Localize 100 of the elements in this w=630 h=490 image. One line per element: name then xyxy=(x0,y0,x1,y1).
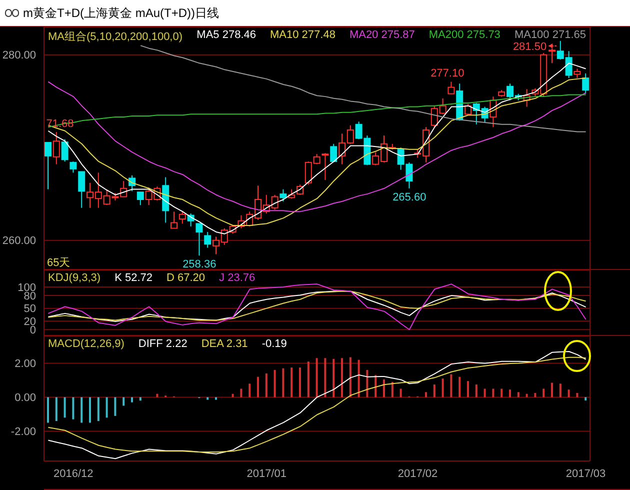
candlestick xyxy=(582,72,590,94)
annotation: -0.19 xyxy=(262,338,287,350)
y-tick-label: 0.00 xyxy=(14,392,36,404)
bar xyxy=(64,397,66,418)
candlestick xyxy=(448,81,455,94)
bar xyxy=(467,381,469,398)
text: DIFF 2.22 xyxy=(138,338,188,350)
y-tick-label: -2.00 xyxy=(10,426,36,438)
y-tick-label: 2.00 xyxy=(14,358,36,370)
bar xyxy=(534,392,536,398)
bar xyxy=(425,392,427,398)
bar xyxy=(568,390,570,398)
y-tick-label: 80 xyxy=(24,290,36,302)
bar xyxy=(248,384,251,398)
y-tick-label: 50 xyxy=(24,303,36,316)
bar xyxy=(106,397,108,418)
bar xyxy=(299,367,301,398)
bar xyxy=(450,374,452,398)
candlestick xyxy=(204,231,212,248)
annotation: 277.10 xyxy=(430,68,464,80)
bar xyxy=(114,397,116,416)
annotation: 265.60 xyxy=(392,191,426,204)
bar xyxy=(391,382,394,398)
candlestick xyxy=(322,152,329,181)
bar xyxy=(240,388,242,398)
x-tick-label: 2017/01 xyxy=(246,468,286,480)
bar xyxy=(509,390,511,398)
text: DEA 2.31 xyxy=(201,338,248,350)
bar xyxy=(433,384,436,398)
candlestick xyxy=(136,192,144,206)
legend-title: KDJ(9,3,3) xyxy=(48,272,101,284)
bar xyxy=(442,378,444,398)
bar xyxy=(257,376,259,398)
bar xyxy=(122,397,125,406)
text: MA10 277.48 xyxy=(270,29,336,41)
x-tick-label: 2017/03 xyxy=(566,468,606,480)
bar xyxy=(80,397,83,423)
bar xyxy=(316,358,318,398)
bar xyxy=(383,379,385,398)
annotation: 258.36 xyxy=(182,258,216,271)
y-tick-label: 260.00 xyxy=(2,235,36,248)
bar xyxy=(542,388,545,398)
bar xyxy=(366,370,368,398)
legend-title: MA组合(5,10,20,200,100,0) xyxy=(48,30,183,44)
bar xyxy=(559,384,562,398)
annotation: 65天 xyxy=(47,257,70,269)
bar xyxy=(341,358,343,398)
legend-title: MACD(12,26,9) xyxy=(48,338,124,350)
text: D 67.20 xyxy=(166,272,206,284)
candlestick xyxy=(280,188,287,202)
text: MA200 275.73 xyxy=(428,29,500,41)
bar xyxy=(475,384,478,398)
candlestick xyxy=(330,143,338,163)
candlestick xyxy=(170,211,178,229)
candlestick xyxy=(61,138,68,162)
bar xyxy=(290,367,293,398)
candlestick xyxy=(178,211,186,224)
bar xyxy=(584,397,587,400)
bar xyxy=(500,388,503,398)
bar xyxy=(517,392,520,398)
bar xyxy=(358,360,360,398)
bar xyxy=(215,397,217,400)
text: MA20 275.87 xyxy=(349,29,415,41)
bar xyxy=(97,397,100,422)
bar xyxy=(282,368,284,398)
bar xyxy=(492,388,494,398)
series-label: J 23.76 xyxy=(219,272,256,284)
bar xyxy=(72,397,74,420)
text: K 52.72 xyxy=(114,272,152,284)
bar xyxy=(206,397,209,400)
bar xyxy=(349,357,352,398)
bar xyxy=(274,370,276,398)
bar xyxy=(139,397,142,401)
y-tick-label: 0 xyxy=(30,324,36,337)
x-tick-label: 2017/02 xyxy=(398,468,438,480)
candlestick xyxy=(70,160,77,174)
candlestick xyxy=(52,131,60,165)
text: MA5 278.46 xyxy=(196,29,256,41)
bar xyxy=(484,388,486,398)
bar xyxy=(576,392,578,398)
candlestick xyxy=(44,142,52,190)
bar xyxy=(131,397,133,402)
bar xyxy=(400,388,402,398)
candlestick xyxy=(574,68,581,79)
bar xyxy=(265,373,268,398)
bar xyxy=(89,397,91,423)
bar xyxy=(458,376,461,398)
bar xyxy=(324,358,326,398)
candlestick xyxy=(78,171,86,208)
bar xyxy=(55,397,58,422)
bar xyxy=(551,382,553,398)
chart-title: m黄金T+D(上海黄金 mAu(T+D))日线 xyxy=(23,4,219,22)
x-tick-label: 2016/12 xyxy=(54,468,94,480)
candlestick xyxy=(196,223,203,256)
bar xyxy=(374,375,377,398)
bar xyxy=(47,397,49,423)
text: MA100 271.65 xyxy=(514,29,586,41)
y-tick-label: 280.00 xyxy=(2,50,36,62)
bar xyxy=(307,362,310,398)
annotation: 281.50 xyxy=(512,40,547,53)
